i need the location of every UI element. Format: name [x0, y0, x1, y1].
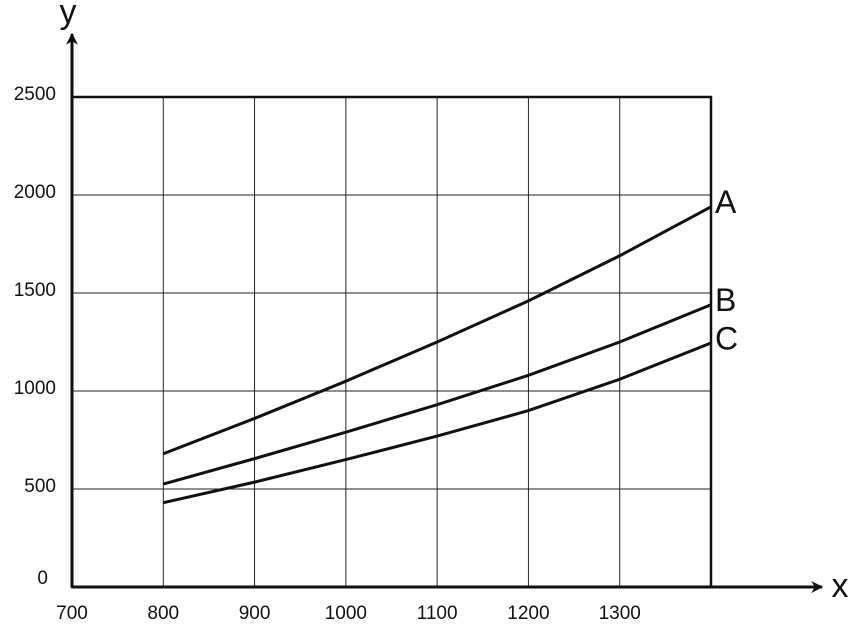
series-line — [162, 205, 712, 456]
series-line — [162, 303, 712, 486]
x-tick-label: 1000 — [325, 603, 367, 624]
x-tick-label: 1200 — [507, 603, 549, 624]
y-tick-label: 1000 — [14, 378, 56, 399]
y-axis-label: y — [60, 0, 77, 31]
x-tick-label: 800 — [147, 603, 179, 624]
series-label: C — [715, 320, 738, 356]
series-label: A — [715, 184, 737, 220]
y-tick-label: 0 — [37, 568, 48, 589]
x-tick-label: 700 — [56, 603, 88, 624]
y-tick-label: 500 — [24, 476, 56, 497]
x-axis-label: x — [832, 567, 849, 605]
y-tick-label: 2500 — [14, 84, 56, 105]
y-tick-label: 1500 — [14, 280, 56, 301]
series-line — [162, 341, 712, 505]
y-tick-label: 2000 — [14, 182, 56, 203]
x-tick-label: 1300 — [599, 603, 641, 624]
series-label: B — [715, 282, 736, 318]
x-tick-label: 900 — [239, 603, 271, 624]
plot-frame — [70, 95, 713, 589]
x-tick-label: 1100 — [417, 603, 458, 624]
